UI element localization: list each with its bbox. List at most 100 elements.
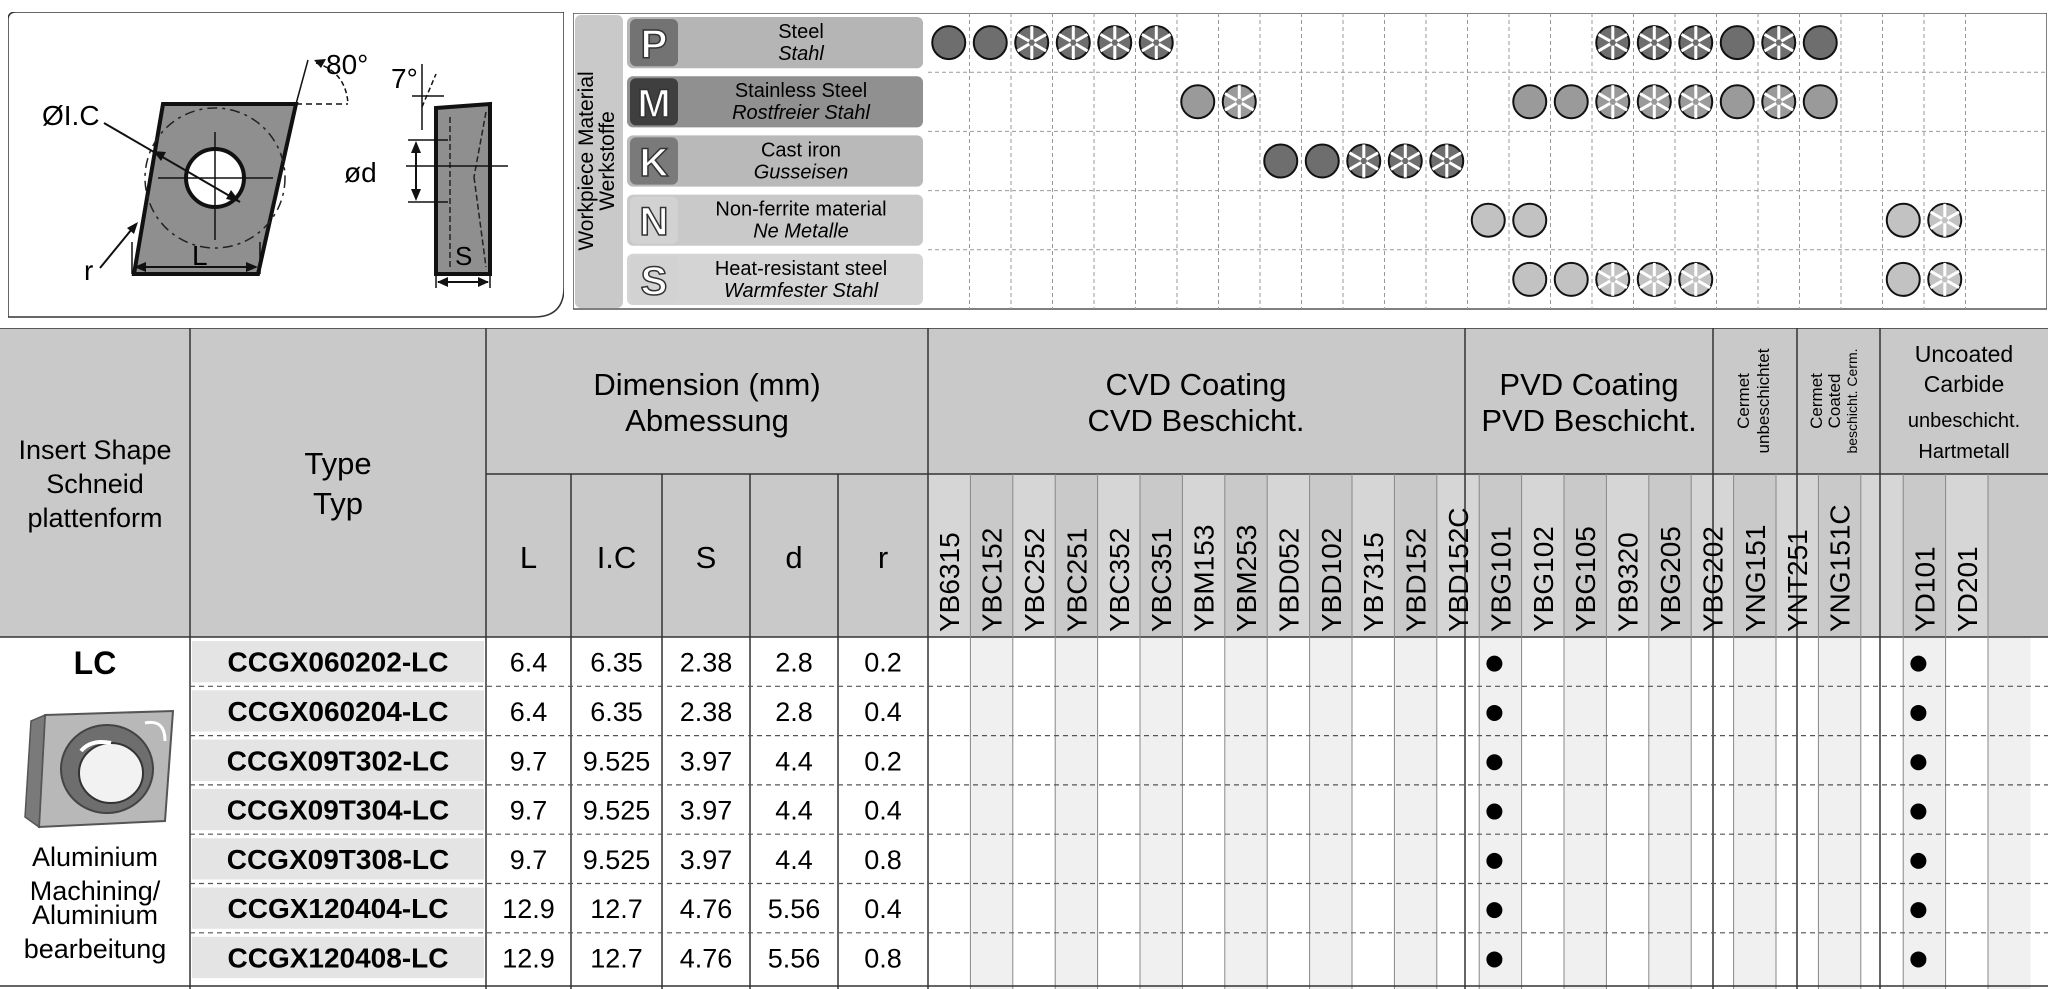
lc-insert-icon [24,709,175,829]
material-name-de: Gusseisen [754,161,849,183]
grade-dot [972,25,1008,61]
grade-split-dot [1387,143,1423,179]
svg-text:unbeschichtet: unbeschichtet [1754,348,1773,453]
svg-text:Type: Type [304,446,371,481]
dim-value-d: 2.8 [775,697,813,727]
availability-dot [1486,803,1503,820]
grade-split-dot [1595,84,1631,120]
grade-split-dot [1595,25,1631,61]
grade-header: YNT251 [1782,529,1813,632]
grade-header: YBD052 [1273,528,1304,632]
material-name: Steel [778,21,824,43]
grade-split-dot [1636,261,1672,297]
material-k-icon [630,137,678,185]
dim-value-r: 0.4 [864,894,902,924]
grade-header: YBC352 [1104,528,1135,632]
svg-text:beschicht. Cerm.: beschicht. Cerm. [1844,348,1860,453]
availability-dot [1910,704,1927,721]
grade-dot [1885,261,1921,297]
material-code: P [641,23,668,67]
grade-dot [1802,25,1838,61]
dim-value-s: 4.76 [680,943,733,973]
grade-dot [1512,261,1548,297]
svg-text:Cermet: Cermet [1807,373,1826,429]
grade-header: YBG105 [1570,526,1601,632]
svg-text:Werkstoffe: Werkstoffe [596,111,619,211]
dim-header: L [520,540,537,575]
svg-text:bearbeitung: bearbeitung [24,934,167,964]
grade-dot [1512,202,1548,238]
dim-value-l: 12.9 [502,894,555,924]
table-row: CCGX09T308-LC 9.7 9.525 3.97 4.4 0.8 [192,838,1927,880]
header-cermet: Cermet unbeschichtet [1734,348,1773,453]
dim-value-s: 2.38 [680,697,733,727]
dim-value-ic: 9.525 [583,746,651,776]
dim-value-s: 4.76 [680,894,733,924]
grade-dot [1180,84,1216,120]
L-label: L [192,240,208,271]
type-code: CCGX120408-LC [228,942,449,973]
material-name-de: Warmfester Stahl [724,280,879,302]
grade-header: YBM253 [1231,525,1262,632]
dim-value-l: 9.7 [510,796,548,826]
svg-text:Aluminium: Aluminium [32,842,158,872]
dim-value-d: 2.8 [775,648,813,678]
table-row: CCGX060204-LC 6.4 6.35 2.38 2.8 0.4 [192,690,1927,732]
availability-dot [1910,852,1927,869]
angle-7-label: 7° [391,63,418,94]
grade-split-dot [1927,261,1963,297]
material-n-icon [630,196,678,244]
grade-header: YBG205 [1655,526,1686,632]
dim-value-r: 0.8 [864,943,902,973]
header-insert-shape: Insert Shape Schneid plattenform [18,435,171,533]
grade-split-dot [1055,25,1091,61]
dim-value-ic: 6.35 [590,648,643,678]
dim-value-r: 0.8 [864,845,902,875]
table-row: CCGX09T304-LC 9.7 9.525 3.97 4.4 0.4 [192,788,1927,831]
dim-value-s: 2.38 [680,648,733,678]
material-code: K [640,141,669,185]
table-row: CCGX120404-LC 12.9 12.7 4.76 5.56 0.4 [192,887,1927,929]
grade-header: YB7315 [1358,532,1389,632]
availability-dot [1910,754,1927,771]
dim-value-d: 4.4 [775,796,813,826]
grade-dot [1263,143,1299,179]
grade-header: YBG101 [1485,526,1516,632]
material-name: Cast iron [761,139,841,161]
grade-header: YBC251 [1061,528,1092,632]
svg-text:plattenform: plattenform [27,503,162,533]
svg-text:Abmessung: Abmessung [625,403,789,438]
dim-value-ic: 12.7 [590,943,643,973]
inscribed-circle [144,107,286,249]
grade-dot [1553,84,1589,120]
availability-dot [1486,704,1503,721]
table-row: CCGX120408-LC 12.9 12.7 4.76 5.56 0.8 [192,936,1927,979]
material-name: Heat-resistant steel [715,258,887,280]
grade-header: YBD152C [1443,507,1474,632]
grade-split-dot [1927,202,1963,238]
material-group-title: Workpiece Material Werkstoffe [575,71,619,250]
ic-label: ØI.C [42,100,100,131]
dim-value-s: 3.97 [680,746,733,776]
svg-text:CVD Beschicht.: CVD Beschicht. [1087,403,1304,438]
svg-text:Uncoated: Uncoated [1915,341,2013,367]
dim-value-ic: 9.525 [583,796,651,826]
grade-split-dot [1636,84,1672,120]
svg-text:CVD Coating: CVD Coating [1106,367,1287,402]
grade-header: YBG202 [1697,526,1728,632]
svg-text:Cermet: Cermet [1734,373,1753,429]
dim-value-l: 9.7 [510,746,548,776]
svg-text:Aluminium: Aluminium [32,900,158,930]
dim-value-r: 0.4 [864,697,902,727]
grade-dot [1719,84,1755,120]
svg-text:Coated: Coated [1825,374,1844,429]
r-label: r [84,255,93,286]
svg-text:PVD Beschicht.: PVD Beschicht. [1481,403,1696,438]
dim-value-s: 3.97 [680,796,733,826]
dim-header: S [696,540,717,575]
grade-header: YD101 [1909,546,1940,632]
type-code: CCGX060202-LC [228,647,449,678]
dim-value-r: 0.4 [864,796,902,826]
